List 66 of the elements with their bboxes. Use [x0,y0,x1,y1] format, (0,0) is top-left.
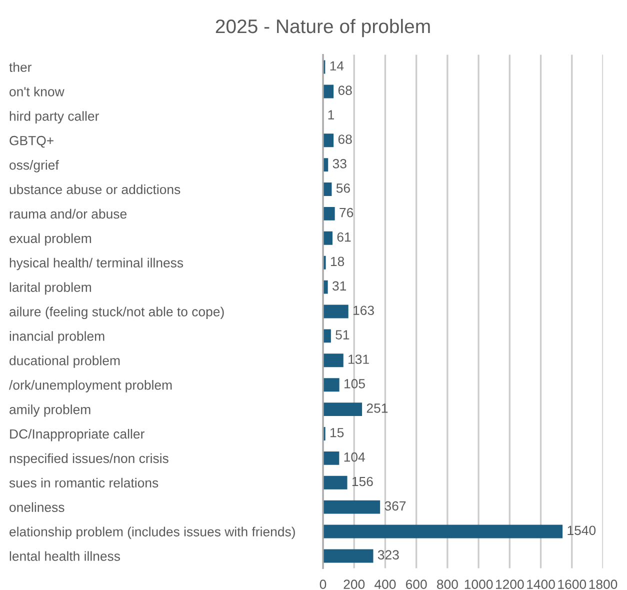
y-tick-label: DC/Inappropriate caller [10,428,144,442]
x-tick-label: 1800 [589,580,618,590]
data-label: 68 [338,86,352,96]
y-tick-label: on't know [10,86,64,96]
bar [323,206,335,220]
x-tick-label: 600 [406,580,427,590]
y-tick-label: oss/grief [10,160,59,172]
x-tick-label: 800 [437,580,458,590]
y-tick-label: ducational problem [10,356,120,368]
bar [323,134,334,148]
y-tick-label: lental health illness [10,551,120,561]
bar [323,402,362,416]
y-tick-label: sues in romantic relations [9,478,158,488]
data-label: 163 [354,306,374,316]
y-tick-label: ubstance abuse or addictions [10,184,180,194]
bar [323,451,340,465]
bar [323,524,563,538]
data-label: 31 [332,281,346,291]
bar [323,231,332,245]
x-tick-label: 200 [344,580,365,590]
bar [323,500,380,514]
x-tick-label: 400 [374,580,396,590]
data-label: 156 [352,476,373,486]
x-tick-label: 1600 [558,580,586,590]
y-tick-label: nspecified issues/non crisis [10,453,168,466]
data-label: 61 [337,232,351,242]
x-tick-label: 1400 [527,580,555,590]
data-label: 15 [330,428,344,438]
y-tick-label: amily problem [10,404,90,417]
bar [323,304,348,318]
data-label: 56 [336,183,350,193]
y-tick-label: larital problem [10,282,91,295]
chart-title: 2025 - Nature of problem [216,18,430,38]
bar [323,549,374,563]
data-label: 18 [330,256,344,266]
y-tick-label: hird party caller [10,111,99,124]
data-label: 131 [348,354,369,364]
y-tick-label: oneliness [10,502,64,512]
y-tick-label: inancial problem [10,331,104,344]
y-tick-label: /ork/unemployment problem [9,380,172,392]
bar [323,378,340,392]
data-label: 76 [340,208,354,218]
y-tick-label: ther [9,62,32,72]
data-label: 14 [330,61,344,70]
data-label: 68 [338,134,352,144]
bar [323,84,334,98]
data-label: 51 [336,330,350,340]
x-tick-label: 0 [320,580,326,590]
y-tick-label: hysical health/ terminal illness [10,258,184,270]
data-label: 1540 [568,526,596,536]
x-tick-label: 1200 [496,580,524,590]
bar [323,354,344,368]
data-label: 105 [344,379,365,388]
data-label: 33 [332,159,346,168]
data-label: 323 [378,550,399,560]
y-tick-label: elationship problem (includes issues with friends) [10,526,295,540]
data-label: 251 [366,403,388,413]
y-tick-label: ailure (feeling stuck/not able to cope) [10,306,224,320]
y-tick-label: GBTQ+ [10,136,54,148]
y-tick-label: rauma and/or abuse [10,208,127,219]
bar [323,476,348,490]
data-label: 104 [344,452,365,462]
data-label: 1 [328,110,334,120]
y-tick-label: exual problem [10,233,92,246]
x-tick-label: 1000 [464,580,493,590]
data-label: 367 [384,501,406,511]
